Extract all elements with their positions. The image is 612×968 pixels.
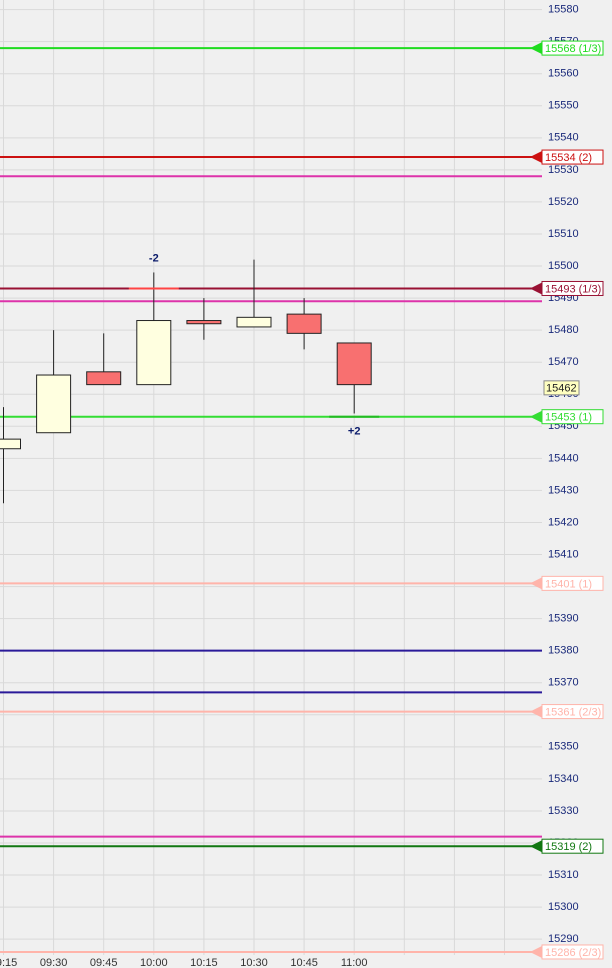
candle-body: [236, 316, 272, 328]
level-label: 15401 (1): [545, 578, 592, 590]
candle-body: [86, 371, 122, 386]
level-pointer: [530, 151, 542, 164]
current-price-box: [543, 380, 580, 396]
y-tick-label: 15370: [548, 677, 579, 689]
y-tick-label: 15440: [548, 452, 579, 464]
y-tick-label: 15520: [548, 196, 579, 208]
candle-body: [0, 438, 21, 450]
y-tick-label: 15420: [548, 516, 579, 528]
level-label: 15534 (2): [545, 152, 592, 164]
level-pointer: [530, 945, 542, 958]
candle-body: [186, 320, 222, 325]
level-label: 15319 (2): [545, 841, 592, 853]
y-tick-label: 15290: [548, 933, 579, 945]
y-tick-label: 15480: [548, 324, 579, 336]
level-pointer: [530, 410, 542, 423]
level-label-box: [541, 149, 604, 165]
y-tick-label: 15550: [548, 100, 579, 112]
y-tick-label: 15510: [548, 228, 579, 240]
level-pointer: [530, 42, 542, 55]
level-pointer: [530, 705, 542, 718]
candle-body: [36, 374, 72, 434]
y-tick-label: 15470: [548, 356, 579, 368]
level-label: 15493 (1/3): [545, 283, 601, 295]
y-tick-label: 15500: [548, 260, 579, 272]
candle-body: [136, 320, 172, 386]
annotation-label: +2: [348, 426, 361, 438]
y-tick-label: 15430: [548, 484, 579, 496]
level-label-box: [541, 280, 604, 296]
y-tick-label: 15390: [548, 613, 579, 625]
y-tick-label: 15540: [548, 132, 579, 144]
x-tick-label: 09:45: [90, 957, 118, 968]
level-label: 15453 (1): [545, 412, 592, 424]
level-pointer: [530, 840, 542, 853]
y-tick-label: 15300: [548, 901, 579, 913]
candle-body: [336, 342, 372, 386]
x-tick-label: 09:30: [40, 957, 68, 968]
annotation-label: -2: [149, 252, 159, 264]
level-label: 15568 (1/3): [545, 43, 601, 55]
candle-body: [286, 313, 322, 334]
y-tick-label: 15380: [548, 645, 579, 657]
level-label: 15286 (2/3): [545, 947, 601, 959]
y-tick-label: 15580: [548, 4, 579, 16]
y-tick-label: 15340: [548, 773, 579, 785]
x-tick-label: 09:15: [0, 957, 17, 968]
level-label-box: [541, 409, 604, 425]
level-pointer: [530, 282, 542, 295]
y-tick-label: 15560: [548, 68, 579, 80]
level-label: 15361 (2/3): [545, 706, 601, 718]
level-label-box: [541, 704, 604, 720]
x-tick-label: 10:15: [190, 957, 218, 968]
level-label-box: [541, 40, 604, 56]
y-tick-label: 15330: [548, 805, 579, 817]
level-pointer: [530, 577, 542, 590]
y-tick-label: 15530: [548, 164, 579, 176]
y-tick-label: 15350: [548, 741, 579, 753]
x-tick-label: 10:30: [240, 957, 268, 968]
x-tick-label: 10:45: [290, 957, 318, 968]
y-tick-label: 15310: [548, 869, 579, 881]
x-tick-label: 10:00: [140, 957, 168, 968]
x-tick-label: 11:00: [341, 957, 368, 968]
current-price: 15462: [546, 383, 577, 395]
level-label-box: [541, 575, 604, 591]
y-tick-label: 15410: [548, 548, 579, 560]
level-label-box: [541, 838, 604, 854]
level-label-box: [541, 944, 604, 960]
